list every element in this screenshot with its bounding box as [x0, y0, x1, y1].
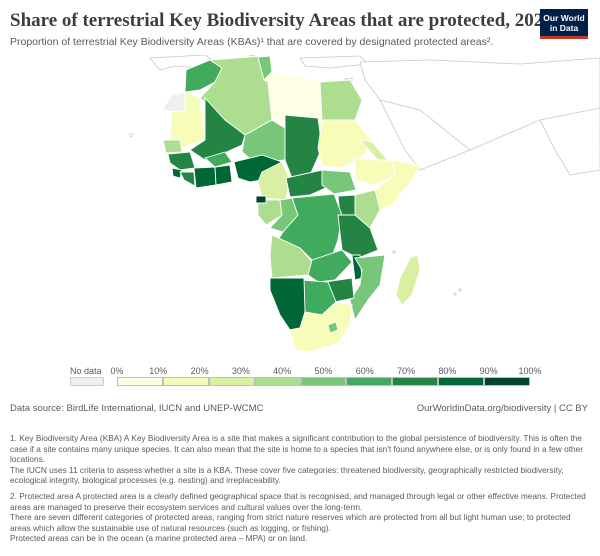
legend-bin-0[interactable]	[117, 377, 163, 386]
cape-verde-island	[129, 133, 133, 137]
country-sudan	[317, 119, 373, 169]
footnote-paragraph: Protected areas can be in the ocean (a m…	[10, 533, 308, 544]
legend-tick-label: 90%	[479, 366, 498, 376]
legend-tick-label: 20%	[190, 366, 209, 376]
footnotes: 1. Key Biodiversity Area (KBA) A Key Bio…	[10, 433, 592, 544]
legend-tick-label: 10%	[149, 366, 168, 376]
country-eq-guinea	[255, 195, 267, 204]
legend-bin-4[interactable]	[300, 377, 347, 386]
country-western-sahara	[161, 91, 186, 113]
legend-tick-label: 40%	[273, 366, 292, 376]
country-liberia	[179, 171, 196, 187]
turkey-outline	[299, 55, 369, 69]
legend-bin-6[interactable]	[392, 377, 439, 386]
country-lesotho	[327, 321, 339, 334]
country-guinea	[167, 151, 196, 171]
chart-subtitle: Proportion of terrestrial Key Biodiversi…	[10, 36, 494, 48]
data-source: Data source: BirdLife International, IUC…	[10, 403, 264, 414]
country-ivory-coast	[193, 166, 217, 189]
africa-countries	[161, 55, 421, 353]
india-outline	[539, 107, 600, 176]
footnote-paragraph: There are seven different categories of …	[10, 512, 571, 533]
country-senegal	[162, 139, 183, 154]
legend-tick-label: 30%	[231, 366, 250, 376]
country-egypt	[319, 79, 363, 121]
legend-bin-1[interactable]	[162, 377, 209, 386]
arabia-outline	[379, 99, 471, 171]
legend-bin-7[interactable]	[438, 377, 485, 386]
country-ghana	[214, 164, 233, 186]
legend-tick-label: 60%	[355, 366, 374, 376]
outer-land	[149, 55, 600, 176]
legend-tick-label: 50%	[314, 366, 333, 376]
owid-logo[interactable]: Our World in Data	[540, 9, 588, 39]
country-mozambique	[349, 254, 386, 322]
legend-tick-label: 70%	[397, 366, 416, 376]
country-namibia	[269, 277, 306, 331]
islands	[129, 133, 462, 296]
legend-no-data-swatch	[70, 377, 104, 386]
comoros-island	[392, 250, 396, 254]
legend-bin-2[interactable]	[208, 377, 255, 386]
color-legend: No data 0% 10% 20% 30% 40% 50% 60% 70% 80% 90% 100…	[0, 362, 600, 392]
footnote-paragraph: The IUCN uses 11 criteria to assess whet…	[10, 464, 564, 486]
legend-bin-3[interactable]	[254, 377, 301, 386]
country-car	[285, 169, 333, 198]
africa-map	[129, 55, 600, 353]
chart-title: Share of terrestrial Key Biodiversity Ar…	[10, 10, 553, 31]
country-sierra-leone	[171, 167, 183, 179]
footnote-paragraph: 1. Key Biodiversity Area (KBA) A Key Bio…	[10, 433, 584, 465]
country-south-africa	[289, 301, 353, 353]
logo-line-2: in Data	[549, 23, 579, 33]
reunion-island	[453, 292, 457, 296]
legend-no-data-label: No data	[70, 366, 102, 376]
legend-bin-5[interactable]	[346, 377, 393, 386]
country-chad	[284, 114, 323, 179]
country-burkina	[204, 151, 233, 168]
footnote-paragraph: 2. Protected area A protected area is a …	[10, 490, 586, 512]
credit-link[interactable]: OurWorldinData.org/biodiversity | CC BY	[416, 403, 588, 414]
mauritius-island	[458, 288, 462, 292]
country-gabon	[257, 199, 283, 226]
country-south-sudan	[321, 169, 357, 195]
country-madagascar	[395, 254, 421, 306]
country-zambia	[307, 249, 353, 283]
legend-tick-label: 80%	[438, 366, 457, 376]
legend-tick-label: 0%	[110, 366, 124, 376]
legend-tick-label: 100%	[518, 366, 542, 376]
legend-bin-8[interactable]	[484, 377, 530, 386]
logo-line-1: Our World	[543, 13, 585, 23]
country-somalia	[374, 159, 421, 211]
